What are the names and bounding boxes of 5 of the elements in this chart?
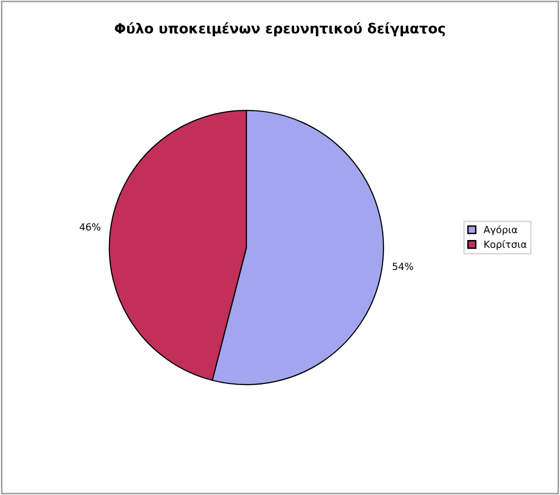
legend-label: Κορίτσια bbox=[484, 240, 527, 250]
chart-title: Φύλο υποκειμένων ερευνητικού δείγματος bbox=[114, 22, 445, 36]
data-label: 46% bbox=[80, 223, 100, 231]
legend-label: Αγόρια bbox=[484, 225, 518, 236]
data-label: 54% bbox=[392, 262, 414, 270]
